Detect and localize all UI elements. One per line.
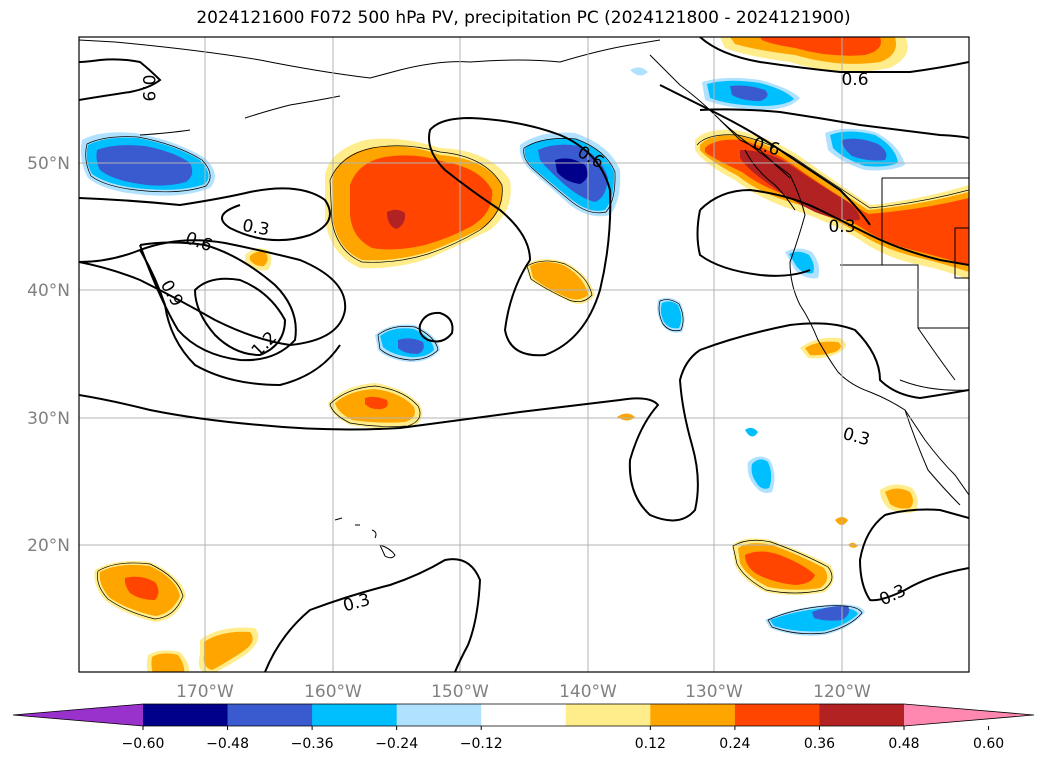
colorbar-segment bbox=[481, 704, 567, 726]
plot-frame bbox=[78, 36, 970, 673]
colorbar-tick-label: 0.36 bbox=[804, 736, 835, 752]
precip-outlines bbox=[85, 134, 969, 635]
colorbar-tick-label: −0.24 bbox=[375, 736, 418, 752]
colorbar-segment bbox=[396, 704, 482, 726]
colorbar-segment bbox=[650, 704, 736, 726]
colorbar-tick-label: 0.24 bbox=[719, 736, 750, 752]
latitude-labels: 50°N 40°N 30°N 20°N bbox=[27, 154, 70, 556]
lon-label: 120°W bbox=[813, 682, 871, 702]
contour-label: 0.9 bbox=[138, 74, 158, 101]
colorbar-tick-label: 0.12 bbox=[635, 736, 666, 752]
contour-label: 0.6 bbox=[841, 70, 868, 90]
contour-label: 0.3 bbox=[828, 217, 855, 237]
coastlines bbox=[79, 39, 969, 559]
colorbar-segment bbox=[565, 704, 651, 726]
lon-label: 130°W bbox=[685, 682, 743, 702]
chart-title: 2024121600 F072 500 hPa PV, precipitatio… bbox=[196, 8, 851, 28]
colorbar-segment bbox=[312, 704, 398, 726]
pv-contours bbox=[79, 37, 969, 672]
colorbar-extend-high bbox=[904, 704, 1034, 726]
colorbar-tick-label: 0.48 bbox=[888, 736, 919, 752]
colorbar-tick-label: −0.48 bbox=[206, 736, 249, 752]
colorbar-tick-label: 0.60 bbox=[973, 736, 1004, 752]
lon-label: 140°W bbox=[559, 682, 617, 702]
precip-fills bbox=[80, 37, 969, 672]
colorbar-tick-label: −0.12 bbox=[460, 736, 503, 752]
lon-label: 160°W bbox=[304, 682, 362, 702]
colorbar-segment bbox=[227, 704, 313, 726]
colorbar-segment bbox=[143, 704, 229, 726]
colorbar: −0.60 −0.48 −0.36 −0.24 −0.12 0.12 0.24 0.36 0.4… bbox=[12, 703, 1035, 752]
lat-label: 50°N bbox=[27, 154, 70, 174]
lat-label: 40°N bbox=[27, 281, 70, 301]
gridlines bbox=[79, 37, 969, 672]
precip-positive-north-bc bbox=[720, 37, 908, 72]
colorbar-extend-low bbox=[13, 704, 143, 726]
colorbar-tick-label: −0.60 bbox=[122, 736, 165, 752]
precip-positive-central bbox=[325, 138, 511, 269]
contour-label: 0.3 bbox=[241, 216, 271, 240]
colorbar-tick-label: −0.36 bbox=[291, 736, 334, 752]
lon-label: 150°W bbox=[431, 682, 489, 702]
lat-label: 20°N bbox=[27, 536, 70, 556]
colorbar-segment bbox=[734, 704, 820, 726]
precip-positive-small bbox=[94, 248, 918, 672]
precip-positive-pnw bbox=[695, 129, 969, 280]
lon-label: 170°W bbox=[176, 682, 234, 702]
longitude-labels: 170°W 160°W 150°W 140°W 130°W 120°W bbox=[176, 682, 871, 702]
lat-label: 30°N bbox=[27, 409, 70, 429]
colorbar-segment bbox=[819, 704, 905, 726]
